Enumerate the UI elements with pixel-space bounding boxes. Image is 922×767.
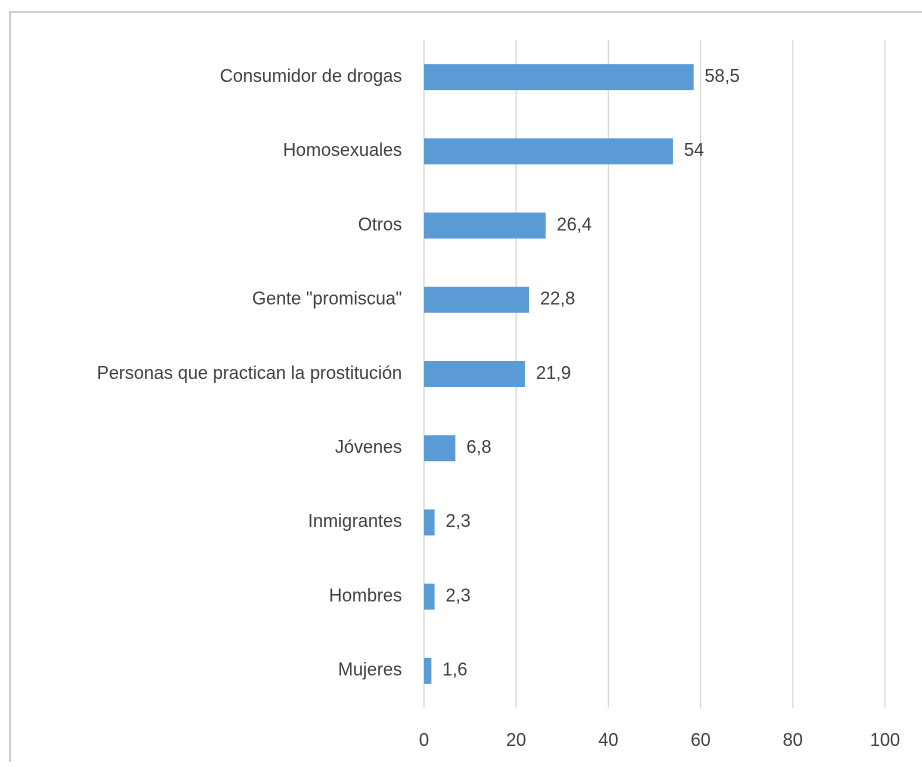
y-tick-label: Otros: [358, 214, 402, 234]
bar: [424, 138, 673, 165]
data-label: 1,6: [442, 660, 467, 680]
y-tick-label: Hombres: [329, 585, 402, 605]
y-tick-label: Jóvenes: [335, 437, 402, 457]
data-label: 22,8: [540, 289, 575, 309]
y-tick-label: Consumidor de drogas: [220, 66, 402, 86]
x-tick-label: 40: [598, 730, 618, 750]
bar: [424, 64, 694, 91]
x-tick-label: 60: [691, 730, 711, 750]
y-tick-label: Personas que practican la prostitución: [97, 363, 402, 383]
bar: [424, 583, 435, 610]
x-tick-label: 100: [870, 730, 900, 750]
y-tick-label: Gente "promiscua": [252, 289, 402, 309]
data-label: 2,3: [446, 585, 471, 605]
data-label: 6,8: [466, 437, 491, 457]
bar: [424, 286, 530, 313]
bar: [424, 657, 432, 684]
bar: [424, 509, 435, 536]
bar: [424, 435, 456, 462]
data-label: 2,3: [446, 511, 471, 531]
x-tick-label: 0: [419, 730, 429, 750]
y-tick-label: Homosexuales: [283, 140, 402, 160]
data-label: 26,4: [557, 214, 592, 234]
y-tick-label: Inmigrantes: [308, 511, 402, 531]
data-label: 54: [684, 140, 704, 160]
data-label: 58,5: [705, 66, 740, 86]
y-tick-label: Mujeres: [338, 660, 402, 680]
bar: [424, 361, 525, 387]
bar: [424, 212, 546, 239]
x-tick-label: 20: [506, 730, 526, 750]
x-tick-label: 80: [783, 730, 803, 750]
data-label: 21,9: [536, 363, 571, 383]
chart-frame: [9, 11, 922, 767]
